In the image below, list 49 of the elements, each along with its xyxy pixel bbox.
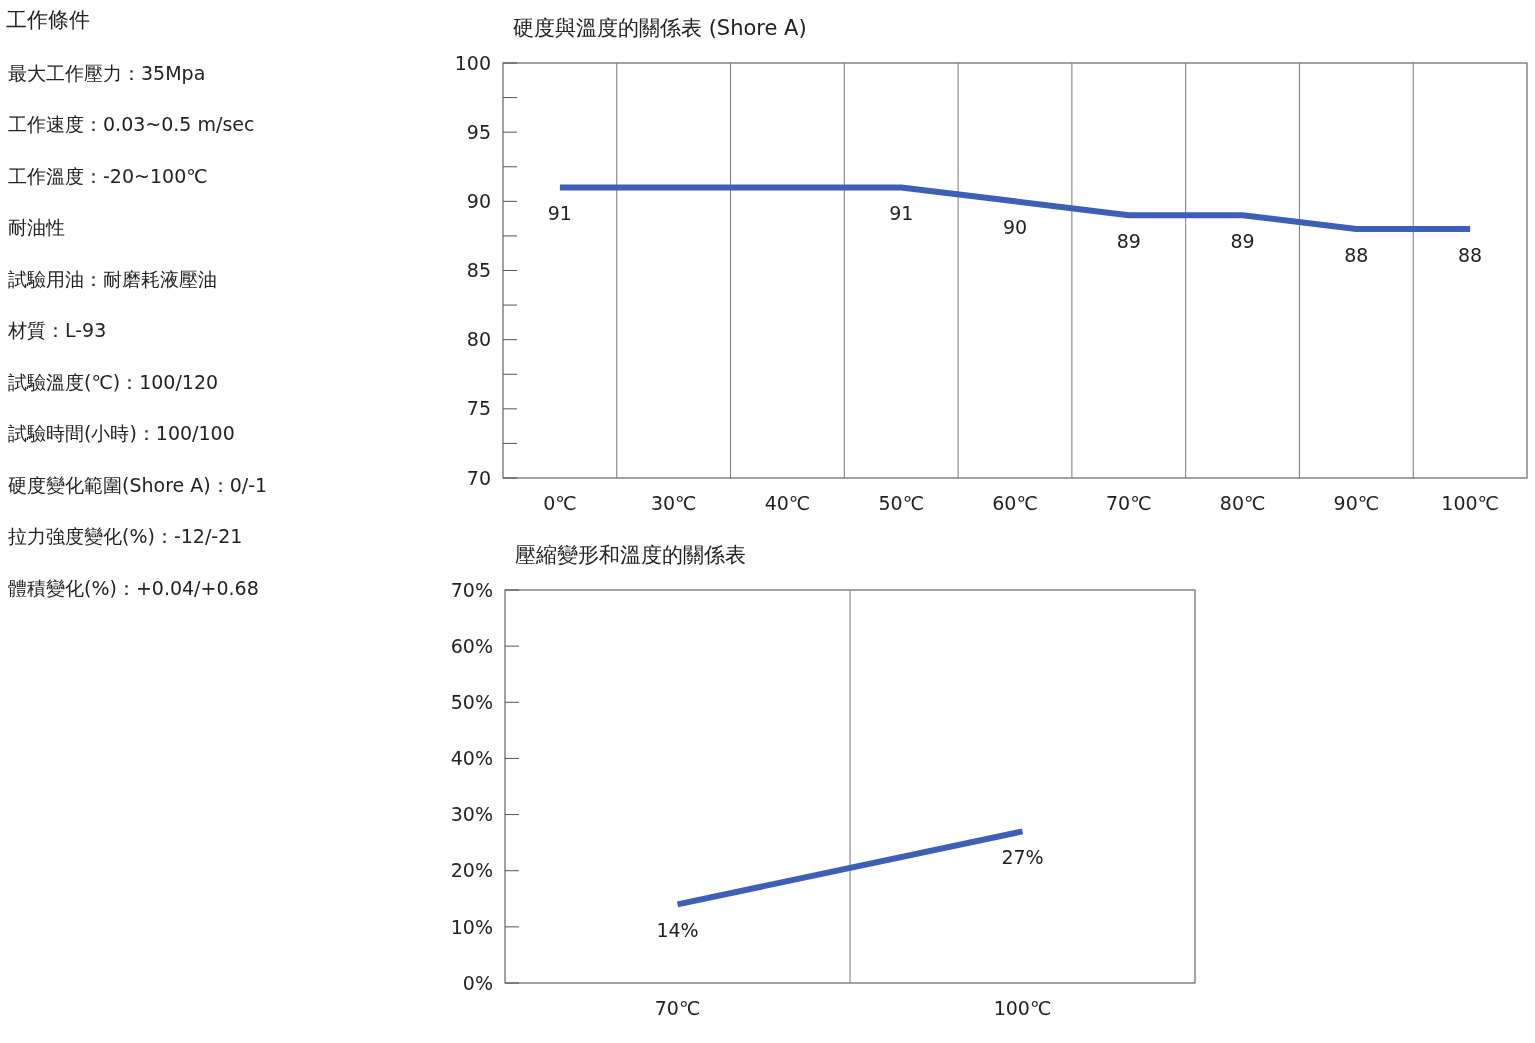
data-label: 14% <box>656 919 699 942</box>
data-label: 91 <box>889 202 914 225</box>
x-tick-label: 0℃ <box>543 491 577 514</box>
y-tick-label: 0% <box>462 971 493 994</box>
x-tick-label: 90℃ <box>1333 491 1380 514</box>
text: 硬度變化範圍(Shore A)：0/-1 <box>8 473 268 496</box>
y-tick-label: 70% <box>450 578 493 601</box>
x-tick-label: 100℃ <box>993 996 1052 1019</box>
data-label: 88 <box>1344 243 1369 266</box>
x-tick-label: 70℃ <box>654 996 701 1019</box>
data-label: 27% <box>1001 846 1044 869</box>
y-tick-label: 75 <box>466 397 491 420</box>
y-tick-label: 50% <box>450 690 493 713</box>
y-tick-label: 70 <box>466 466 491 489</box>
y-tick-label: 95 <box>466 120 491 143</box>
data-label: 89 <box>1116 229 1141 252</box>
x-tick-label: 70℃ <box>1106 491 1152 514</box>
x-tick-label: 60℃ <box>992 491 1038 514</box>
text: 材質：L-93 <box>7 319 107 342</box>
y-tick-label: 20% <box>450 859 493 882</box>
data-label: 91 <box>547 202 572 225</box>
data-label: 89 <box>1230 229 1255 252</box>
text: 試驗時間(小時)：100/100 <box>8 422 235 445</box>
x-tick-label: 40℃ <box>764 491 811 514</box>
y-tick-label: 80 <box>466 328 491 351</box>
y-tick-label: 60% <box>450 634 493 657</box>
y-tick-label: 40% <box>450 747 493 770</box>
data-label: 88 <box>1458 243 1483 266</box>
y-tick-label: 10% <box>450 915 493 938</box>
text: 最大工作壓力：35Mpa <box>8 61 206 84</box>
chart-title: 壓縮變形和溫度的關係表 <box>515 543 746 567</box>
text: 工作速度：0.03~0.5 m/sec <box>8 113 255 136</box>
text: 試驗用油：耐磨耗液壓油 <box>8 267 217 290</box>
x-tick-label: 50℃ <box>878 491 924 514</box>
text: 試驗溫度(℃)：100/120 <box>8 370 219 393</box>
y-tick-label: 100 <box>454 51 491 74</box>
y-tick-label: 90 <box>466 189 491 212</box>
text: 拉力強度變化(%)：-12/-21 <box>8 525 243 548</box>
x-tick-label: 100℃ <box>1441 491 1499 514</box>
chart-title: 硬度與溫度的關係表 (Shore A) <box>513 16 807 40</box>
text: 工作溫度：-20~100℃ <box>8 164 208 187</box>
text: 體積變化(%)：+0.04/+0.68 <box>8 576 259 599</box>
text: 工作條件 <box>6 8 90 33</box>
y-tick-label: 30% <box>450 803 493 826</box>
x-tick-label: 80℃ <box>1219 491 1266 514</box>
text: 耐油性 <box>8 216 65 239</box>
x-tick-label: 30℃ <box>650 491 697 514</box>
data-label: 90 <box>1002 215 1028 238</box>
y-tick-label: 85 <box>466 259 491 282</box>
